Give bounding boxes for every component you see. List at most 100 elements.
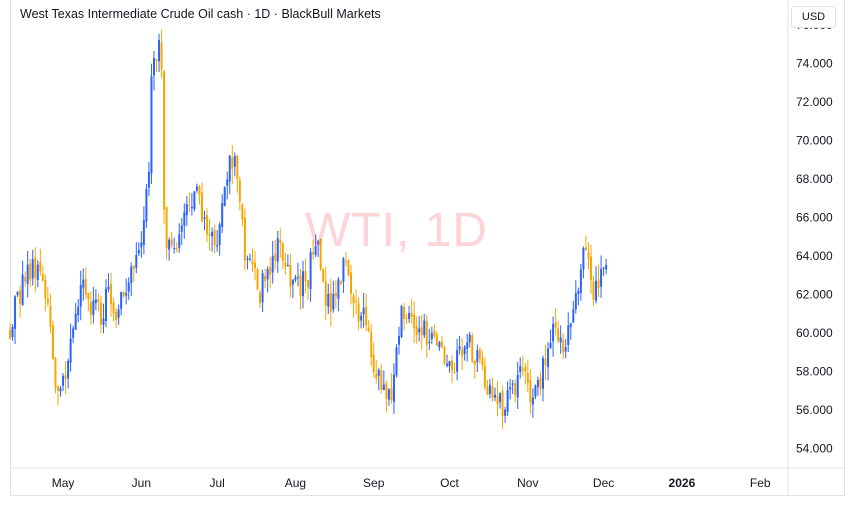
- candle-body: [499, 393, 502, 403]
- candle-body: [168, 239, 171, 250]
- candle-body: [110, 283, 113, 305]
- candle-body: [514, 382, 517, 395]
- candle: [324, 266, 327, 320]
- candle: [562, 333, 565, 359]
- candle-body: [395, 347, 398, 376]
- candle-body: [274, 254, 277, 261]
- candle: [357, 297, 360, 331]
- currency-button[interactable]: USD: [791, 6, 836, 28]
- candle: [506, 381, 509, 416]
- candle: [544, 344, 547, 381]
- candle: [355, 289, 358, 315]
- candle: [218, 222, 221, 256]
- candle-body: [312, 252, 315, 255]
- candle: [236, 155, 239, 193]
- candle-body: [77, 306, 80, 316]
- candle-body: [62, 375, 65, 386]
- candle-body: [405, 317, 408, 319]
- candle: [54, 356, 57, 394]
- candle: [198, 184, 201, 205]
- candle: [178, 223, 181, 253]
- candle: [413, 301, 416, 343]
- candle: [584, 235, 587, 251]
- candle: [350, 264, 353, 305]
- candle-body: [382, 384, 385, 391]
- candle: [334, 280, 337, 309]
- candle-body: [524, 366, 527, 372]
- y-tick-label: 74.000: [796, 57, 833, 71]
- candle-body: [483, 365, 486, 388]
- candle: [597, 264, 600, 297]
- candle-body: [188, 205, 191, 207]
- candle: [56, 385, 59, 406]
- candle-body: [567, 325, 570, 345]
- chart-watermark: WTI, 1D: [305, 204, 488, 257]
- candle: [49, 293, 52, 334]
- candle-body: [410, 312, 413, 318]
- chart-frame: [10, 0, 845, 496]
- candle-body: [218, 224, 221, 245]
- candle: [140, 231, 143, 258]
- candle-body: [552, 323, 555, 342]
- candle: [531, 388, 534, 418]
- candle: [87, 292, 90, 312]
- candle: [587, 242, 590, 270]
- candle-body: [150, 76, 153, 174]
- candle: [526, 360, 529, 393]
- candle: [304, 258, 307, 294]
- candle: [11, 324, 14, 341]
- candle-body: [440, 341, 443, 347]
- candle: [395, 344, 398, 378]
- candle-body: [398, 335, 400, 345]
- candle: [423, 313, 426, 339]
- candle: [307, 279, 310, 301]
- candle-body: [461, 349, 464, 357]
- candle-body: [471, 335, 474, 362]
- candle-body: [56, 386, 59, 391]
- candle-body: [408, 312, 411, 320]
- candle-body: [254, 262, 257, 269]
- candle: [387, 388, 390, 406]
- candle: [433, 324, 436, 339]
- candle: [94, 289, 97, 311]
- candle: [337, 276, 340, 312]
- candle: [456, 338, 459, 381]
- candle: [36, 260, 39, 288]
- candle: [264, 268, 267, 289]
- candle: [327, 283, 330, 315]
- candle-body: [329, 292, 332, 313]
- candle: [600, 255, 603, 298]
- candle: [69, 323, 72, 372]
- candle: [67, 358, 70, 389]
- candle-body: [115, 311, 118, 320]
- candle-body: [476, 350, 479, 363]
- candle-body: [536, 380, 539, 387]
- candle-body: [79, 285, 82, 307]
- candle-body: [256, 269, 259, 290]
- candle-body: [291, 279, 294, 285]
- candle-body: [390, 388, 393, 401]
- candle: [408, 305, 411, 323]
- candle: [26, 250, 29, 298]
- candle: [448, 360, 451, 373]
- candle-body: [360, 315, 363, 321]
- candle: [117, 304, 120, 325]
- candle-body: [289, 264, 292, 287]
- candle: [443, 345, 446, 366]
- candle-body: [104, 288, 107, 322]
- candle-body: [200, 192, 203, 222]
- candle-body: [322, 269, 325, 282]
- candle: [367, 319, 370, 333]
- candle-body: [577, 291, 580, 294]
- candle: [592, 275, 595, 306]
- candle-body: [279, 240, 282, 244]
- candle-body: [445, 363, 448, 367]
- candle: [377, 368, 380, 391]
- candle: [31, 249, 34, 286]
- candle: [605, 258, 608, 275]
- candle-body: [41, 273, 44, 281]
- candle-body: [317, 241, 320, 245]
- candle-body: [377, 369, 380, 376]
- candle-body: [64, 374, 67, 380]
